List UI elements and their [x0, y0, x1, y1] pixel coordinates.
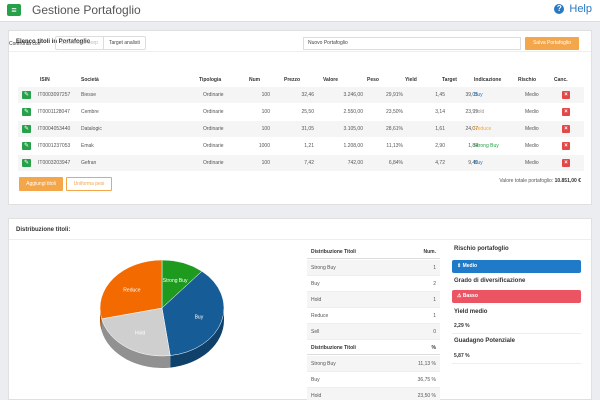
pie-slice-buy	[161, 270, 225, 356]
col-target: Target	[442, 77, 457, 83]
col-value: Valore	[323, 77, 339, 83]
portfolio-total: Valore totale portafoglio: 10.851,00 €	[499, 178, 581, 184]
table-row: Buy 2	[307, 276, 440, 292]
table-row: ✎ IT0004053440 Datalogic Ordinarie 100 3…	[18, 121, 584, 137]
compare-label: Confronta con	[9, 41, 41, 47]
edit-icon[interactable]: ✎	[22, 125, 31, 133]
pie-slice-reduce	[99, 259, 163, 320]
distribution-percent-table: Distribuzione Titoli% Strong Buy 11,13 % …	[307, 340, 440, 400]
add-titles-button[interactable]: Aggiungi titoli	[19, 177, 63, 191]
col-price: Prezzo	[284, 77, 301, 83]
col-indication: Indicazione	[474, 77, 502, 83]
table-row: Strong Buy 1	[307, 260, 440, 276]
col-isin: ISIN	[40, 77, 50, 83]
col-cancel: Canc.	[554, 77, 568, 83]
table-row: ✎ IT0001128047 Cembre Ordinarie 100 25,5…	[18, 104, 584, 120]
delete-icon[interactable]: ×	[562, 159, 570, 167]
help-link[interactable]: ? Help	[554, 3, 592, 15]
delete-icon[interactable]: ×	[562, 142, 570, 150]
pie-slice-side	[170, 308, 224, 368]
risk-title: Rischio portafoglio	[454, 246, 509, 252]
edit-icon[interactable]: ✎	[22, 159, 31, 167]
help-label: Help	[569, 3, 592, 15]
col-type: Tipologia	[199, 77, 222, 83]
portfolio-list-panel: Elenco titoli in Portafoglio	[8, 30, 592, 205]
edit-icon[interactable]: ✎	[22, 108, 31, 116]
pie-label: Buy	[195, 314, 204, 320]
table-row: Strong Buy 11,13 %	[307, 356, 440, 372]
risk-badge: ⇕ Medio	[452, 260, 581, 273]
table-row: Hold 1	[307, 292, 440, 308]
delete-icon[interactable]: ×	[562, 125, 570, 133]
save-portfolio-button[interactable]: Salva Portafoglio	[525, 37, 579, 50]
table-row: Buy 36,75 %	[307, 372, 440, 388]
col-risk: Rischio	[518, 77, 537, 83]
compare-toggle-group: Consensus Borp Target analisti	[55, 36, 146, 50]
gain-title: Guadagno Potenziale	[454, 338, 516, 344]
diversification-title: Grado di diversificazione	[454, 278, 526, 284]
top-bar: ≡ Gestione Portafoglio ? Help	[0, 0, 600, 22]
even-weights-button[interactable]: Uniforma pesi	[66, 177, 112, 191]
table-row: Hold 23,50 %	[307, 388, 440, 400]
col-company: Società	[81, 77, 99, 83]
edit-icon[interactable]: ✎	[22, 142, 31, 150]
col-weight: Peso	[367, 77, 379, 83]
col-yield: Yield	[405, 77, 417, 83]
table-row: ✎ IT0003203947 Gefran Ordinarie 100 7,42…	[18, 155, 584, 171]
panel-title: Elenco titoli in Portafoglio	[16, 39, 91, 45]
pie-label: Reduce	[123, 287, 140, 293]
help-icon: ?	[554, 4, 565, 14]
table-row: Sell 0	[307, 324, 440, 340]
table-row: ✎ IT0003097257 Biesse Ordinarie 100 32,4…	[18, 87, 584, 103]
delete-icon[interactable]: ×	[562, 108, 570, 116]
distribution-pie-chart: Strong Buy Buy Hold Reduce	[99, 259, 225, 368]
col-num: Num	[249, 77, 261, 83]
toggle-consensus[interactable]: Consensus Borp	[61, 40, 98, 46]
toggle-target-analisti[interactable]: Target analisti	[102, 37, 145, 49]
pie-label: Hold	[135, 330, 146, 336]
edit-icon[interactable]: ✎	[22, 91, 31, 99]
table-row: ✎ IT0001237053 Emak Ordinarie 1000 1,21 …	[18, 138, 584, 154]
diversification-badge: ⚠ Basso	[452, 290, 581, 303]
panel-title: Distribuzione titoli:	[16, 227, 71, 233]
distribution-count-table: Distribuzione Titoli Num. Strong Buy 1 Buy…	[307, 244, 440, 340]
pie-slice-hold	[101, 307, 171, 357]
gain-value: 5,87 %	[454, 353, 470, 359]
app-title: Gestione Portafoglio	[32, 3, 141, 17]
yield-title: Yield medio	[454, 309, 488, 315]
pie-label: Strong Buy	[163, 278, 188, 284]
yield-value: 2,29 %	[454, 323, 470, 329]
table-row: Reduce 1	[307, 308, 440, 324]
menu-icon[interactable]: ≡	[7, 4, 21, 16]
portfolio-name-input[interactable]: Nuovo Portafoglio	[303, 37, 521, 50]
delete-icon[interactable]: ×	[562, 91, 570, 99]
